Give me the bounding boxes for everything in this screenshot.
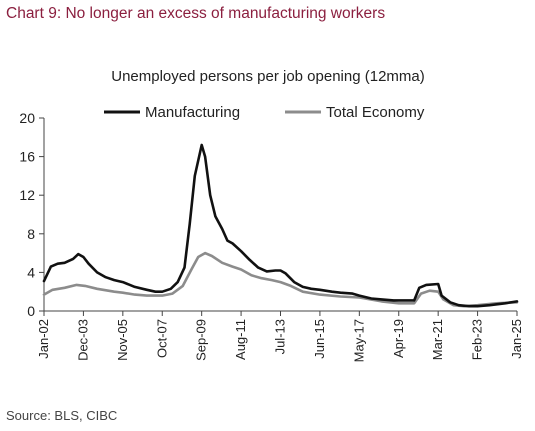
x-tick-label: Oct-07 [154, 319, 169, 358]
x-tick-label: Dec-03 [75, 319, 90, 361]
series-lines [42, 143, 519, 308]
series-line-total-economy [42, 251, 519, 308]
x-tick-label: Feb-23 [470, 319, 485, 360]
x-tick-label: Sep-09 [194, 319, 209, 361]
y-tick-label: 8 [27, 226, 35, 242]
legend-label-total-economy: Total Economy [326, 104, 425, 121]
legend: Manufacturing Total Economy [104, 104, 425, 121]
x-tick-label: Nov-05 [115, 319, 130, 361]
figure-title: Chart 9: No longer an excess of manufact… [6, 5, 386, 22]
x-axis-ticks: Jan-02 Dec-03 Nov-05 Oct-07 Sep-09 Aug-11 Jul-… [36, 311, 524, 362]
x-tick-label: Jun-15 [312, 319, 327, 359]
x-tick-label: Jul-13 [273, 319, 288, 354]
line-chart: Unemployed persons per job opening (12mm… [19, 68, 524, 362]
chart-title: Unemployed persons per job opening (12mm… [111, 68, 425, 85]
y-tick-label: 4 [27, 264, 35, 280]
y-tick-label: 16 [19, 149, 35, 165]
y-axis-ticks: 0 4 8 12 16 20 [19, 110, 44, 319]
x-tick-label: Jan-25 [509, 319, 524, 359]
x-tick-label: May-17 [351, 319, 366, 362]
series-line-manufacturing [42, 143, 519, 308]
y-tick-label: 20 [19, 110, 35, 126]
legend-label-manufacturing: Manufacturing [145, 104, 240, 121]
source-note: Source: BLS, CIBC [6, 408, 118, 423]
y-tick-label: 0 [27, 303, 35, 319]
x-tick-label: Aug-11 [233, 319, 248, 360]
x-tick-label: Jan-02 [36, 319, 51, 359]
x-tick-label: Mar-21 [430, 319, 445, 360]
x-tick-label: Apr-19 [391, 319, 406, 358]
y-tick-label: 12 [19, 187, 35, 203]
